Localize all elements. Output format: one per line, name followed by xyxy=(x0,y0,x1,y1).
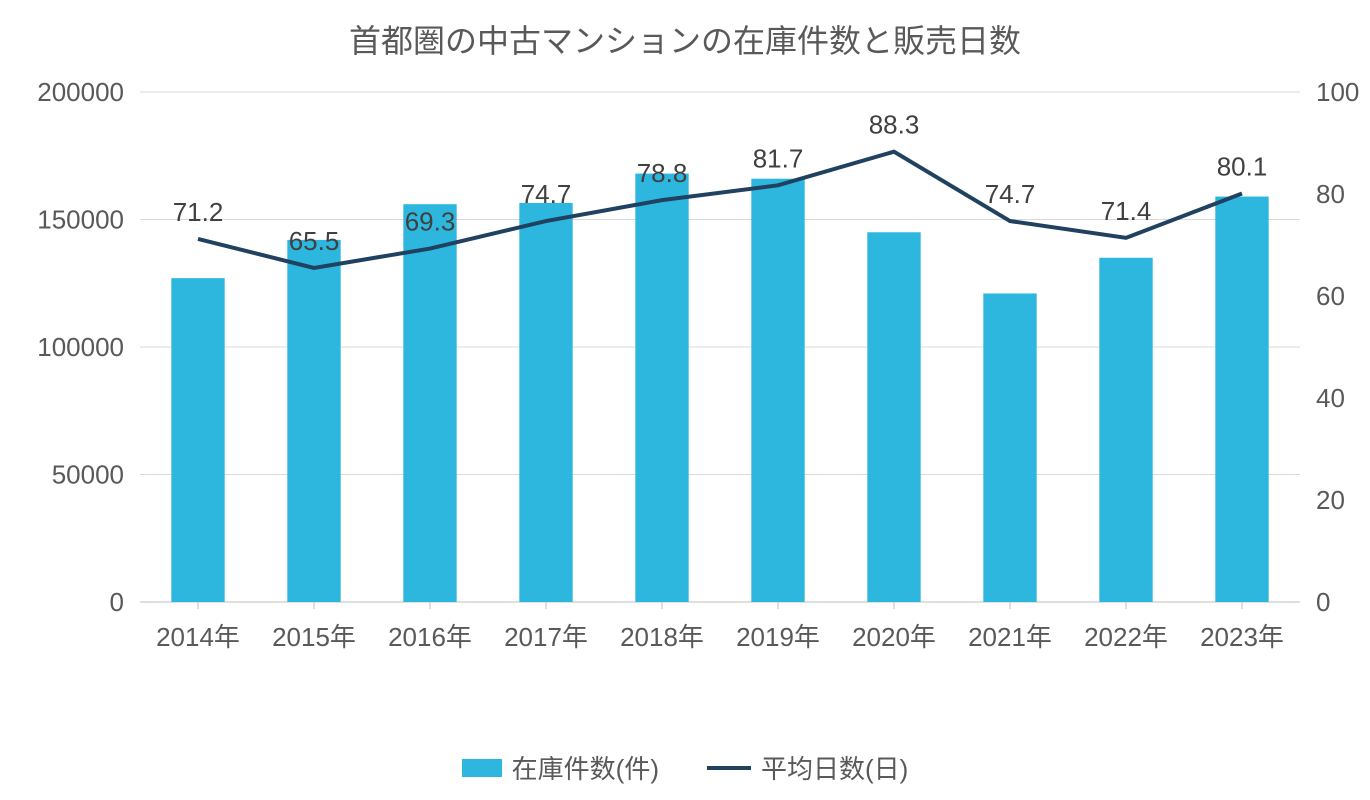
y-right-tick-label: 40 xyxy=(1316,383,1345,413)
legend-line-swatch xyxy=(707,766,751,770)
line-data-label: 65.5 xyxy=(289,226,340,256)
y-right-tick-label: 0 xyxy=(1316,587,1330,617)
chart-container: 首都圏の中古マンションの在庫件数と販売日数 0 50000 100000 150000… xyxy=(0,0,1370,800)
legend-bar-label: 在庫件数(件) xyxy=(512,749,659,786)
bar xyxy=(519,203,572,602)
line-data-label: 71.2 xyxy=(173,197,224,227)
x-tick-label: 2014年 xyxy=(156,622,240,652)
y-right-tick-label: 100 xyxy=(1316,77,1359,107)
y-left-tick-label: 50000 xyxy=(52,460,124,490)
y-right-tick-label: 20 xyxy=(1316,485,1345,515)
y-left-tick-label: 200000 xyxy=(37,77,124,107)
bar xyxy=(1099,258,1152,602)
chart-title: 首都圏の中古マンションの在庫件数と販売日数 xyxy=(0,0,1370,62)
y-left-tick-label: 0 xyxy=(110,587,124,617)
bar xyxy=(403,204,456,602)
legend-bar-swatch xyxy=(462,759,502,777)
legend-line-label: 平均日数(日) xyxy=(761,749,908,786)
x-tick-label: 2023年 xyxy=(1200,622,1284,652)
x-tick-label: 2015年 xyxy=(272,622,356,652)
x-tick-label: 2019年 xyxy=(736,622,820,652)
legend: 在庫件数(件) 平均日数(日) xyxy=(0,749,1370,786)
y-left-tick-label: 100000 xyxy=(37,332,124,362)
y-right-tick-label: 60 xyxy=(1316,281,1345,311)
legend-item-bar: 在庫件数(件) xyxy=(462,749,659,786)
chart-svg: 0 50000 100000 150000 200000 0 20 40 60 80 100 2014… xyxy=(0,62,1370,722)
line-data-label: 74.7 xyxy=(521,179,572,209)
line-data-label: 80.1 xyxy=(1217,151,1268,181)
line-data-label: 78.8 xyxy=(637,158,688,188)
bar xyxy=(171,278,224,602)
x-tick-label: 2022年 xyxy=(1084,622,1168,652)
line-data-label: 81.7 xyxy=(753,143,804,173)
bar xyxy=(287,240,340,602)
bar xyxy=(1215,197,1268,602)
bar xyxy=(867,232,920,602)
x-tick-label: 2016年 xyxy=(388,622,472,652)
x-tick-label: 2020年 xyxy=(852,622,936,652)
y-left-tick-label: 150000 xyxy=(37,205,124,235)
line-data-label: 69.3 xyxy=(405,207,456,237)
bar xyxy=(751,179,804,602)
x-tick-label: 2021年 xyxy=(968,622,1052,652)
line-data-label: 71.4 xyxy=(1101,196,1152,226)
bar xyxy=(635,174,688,602)
line-data-label: 74.7 xyxy=(985,179,1036,209)
line-series xyxy=(198,152,1242,268)
bar xyxy=(983,293,1036,602)
x-tick-label: 2017年 xyxy=(504,622,588,652)
y-right-tick-label: 80 xyxy=(1316,179,1345,209)
line-data-label: 88.3 xyxy=(869,110,920,140)
x-tick-label: 2018年 xyxy=(620,622,704,652)
legend-item-line: 平均日数(日) xyxy=(707,749,908,786)
